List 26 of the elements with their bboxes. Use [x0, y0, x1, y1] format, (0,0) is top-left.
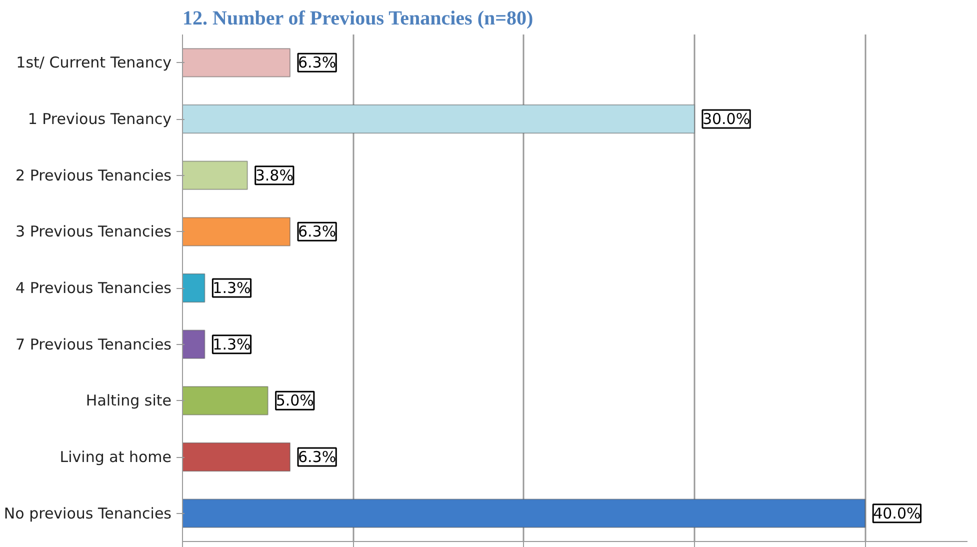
data-label: 1.3%	[212, 279, 251, 297]
y-tick-label: 4 Previous Tenancies	[16, 279, 172, 297]
bar	[182, 160, 248, 190]
y-tick-label: Living at home	[60, 448, 172, 466]
bar	[182, 273, 206, 303]
y-tick-label: No previous Tenancies	[4, 504, 172, 522]
bar	[182, 217, 291, 246]
y-tick-label: 7 Previous Tenancies	[16, 335, 172, 354]
data-label: 6.3%	[298, 448, 336, 466]
bar	[182, 442, 291, 472]
data-label: 6.3%	[298, 222, 336, 241]
y-tick-label: 1st/ Current Tenancy	[16, 54, 172, 72]
y-tick-label: 3 Previous Tenancies	[16, 222, 172, 241]
y-tick-label: 1 Previous Tenancy	[28, 110, 172, 128]
bar	[182, 330, 206, 359]
chart-title: 12. Number of Previous Tenancies (n=80)	[182, 8, 534, 30]
y-tick-label: Halting site	[86, 392, 172, 410]
data-label: 5.0%	[276, 392, 314, 410]
data-label: 30.0%	[702, 110, 750, 128]
bar	[182, 104, 695, 134]
data-label: 6.3%	[298, 54, 336, 72]
bar	[182, 498, 866, 528]
bar	[182, 48, 291, 78]
y-tick-label: 2 Previous Tenancies	[16, 166, 172, 184]
bar	[182, 386, 268, 416]
data-label: 1.3%	[212, 335, 251, 354]
